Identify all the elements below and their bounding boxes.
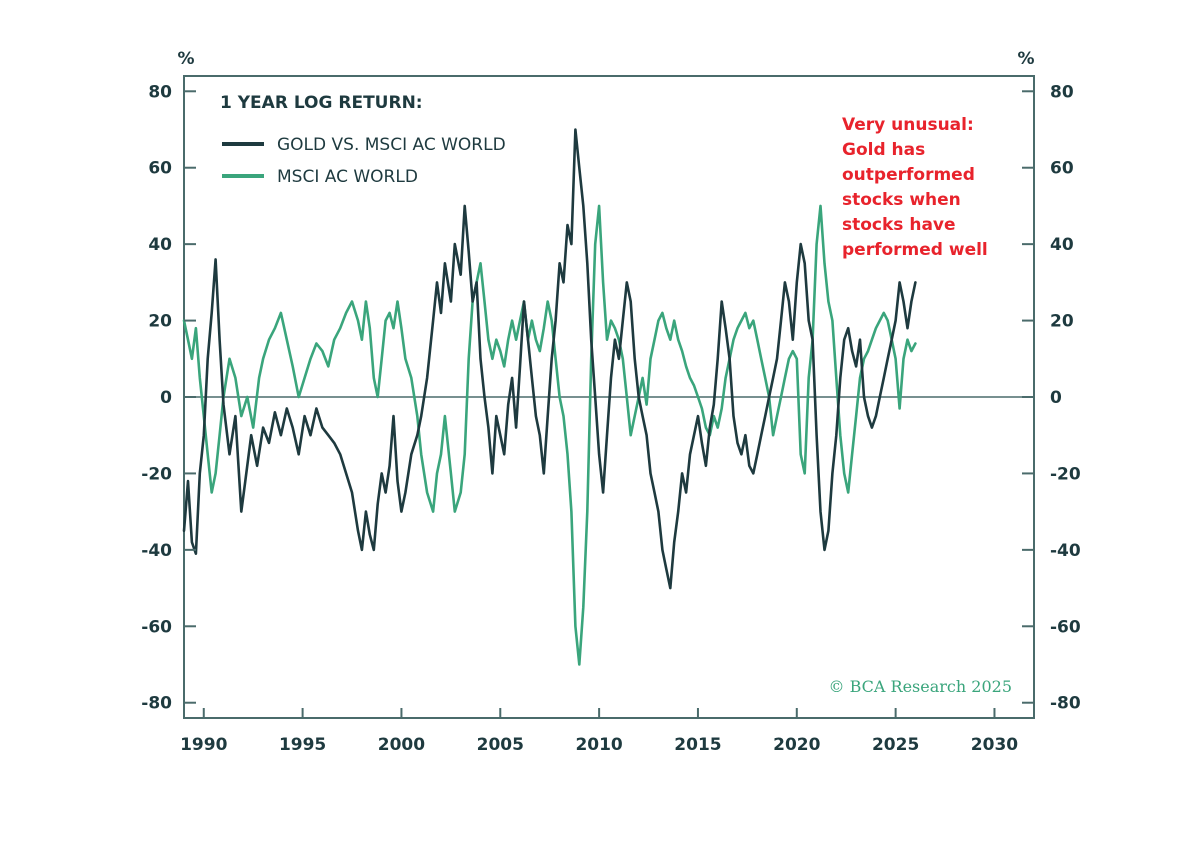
annotation-line: stocks have	[842, 215, 956, 235]
series-line-msci	[182, 204, 917, 666]
annotation-line: Very unusual:	[842, 115, 974, 135]
x-tick-label: 2030	[971, 735, 1018, 755]
y-tick-label-left: 20	[148, 312, 172, 332]
y-tick-label-right: -20	[1050, 464, 1081, 484]
x-tick-label: 1990	[180, 735, 227, 755]
x-tick-label: 2005	[477, 735, 524, 755]
x-tick-label: 2010	[575, 735, 622, 755]
series-line-gold-vs-msci	[182, 128, 917, 590]
y-tick-label-left: 60	[148, 159, 172, 179]
y-tick-label-left: -40	[141, 541, 172, 561]
y-tick-label-right: 60	[1050, 159, 1074, 179]
y-tick-label-left: -80	[141, 694, 172, 714]
y-tick-label-left: -20	[141, 464, 172, 484]
series-layer	[182, 128, 917, 666]
y-tick-label-right: 20	[1050, 312, 1074, 332]
copyright: © BCA Research 2025	[829, 677, 1012, 696]
left-axis-unit: %	[177, 49, 194, 69]
y-tick-label-right: -60	[1050, 617, 1081, 637]
x-tick-label: 2025	[872, 735, 919, 755]
annotation: Very unusual: Gold has outperformed stoc…	[842, 115, 988, 260]
legend: 1 YEAR LOG RETURN: GOLD VS. MSCI AC WORL…	[220, 93, 506, 187]
legend-title: 1 YEAR LOG RETURN:	[220, 93, 423, 113]
y-tick-label-left: 80	[148, 82, 172, 102]
y-tick-label-right: 40	[1050, 235, 1074, 255]
right-axis-unit: %	[1017, 49, 1034, 69]
y-tick-label-right: -40	[1050, 541, 1081, 561]
x-tick-label: 2015	[674, 735, 721, 755]
y-tick-label-left: 40	[148, 235, 172, 255]
y-tick-label-right: 0	[1050, 388, 1062, 408]
annotation-line: Gold has	[842, 140, 925, 160]
x-tick-label: 2020	[773, 735, 820, 755]
x-tick-label: 1995	[279, 735, 326, 755]
y-tick-label-right: 80	[1050, 82, 1074, 102]
y-tick-label-right: -80	[1050, 694, 1081, 714]
annotation-line: outperformed	[842, 165, 975, 185]
y-tick-label-left: 0	[160, 388, 172, 408]
legend-label-msci: MSCI AC WORLD	[277, 167, 418, 187]
annotation-line: performed well	[842, 240, 988, 260]
annotation-line: stocks when	[842, 190, 961, 210]
y-tick-label-left: -60	[141, 617, 172, 637]
legend-label-gold-vs-msci: GOLD VS. MSCI AC WORLD	[277, 135, 506, 155]
x-tick-label: 2000	[378, 735, 425, 755]
